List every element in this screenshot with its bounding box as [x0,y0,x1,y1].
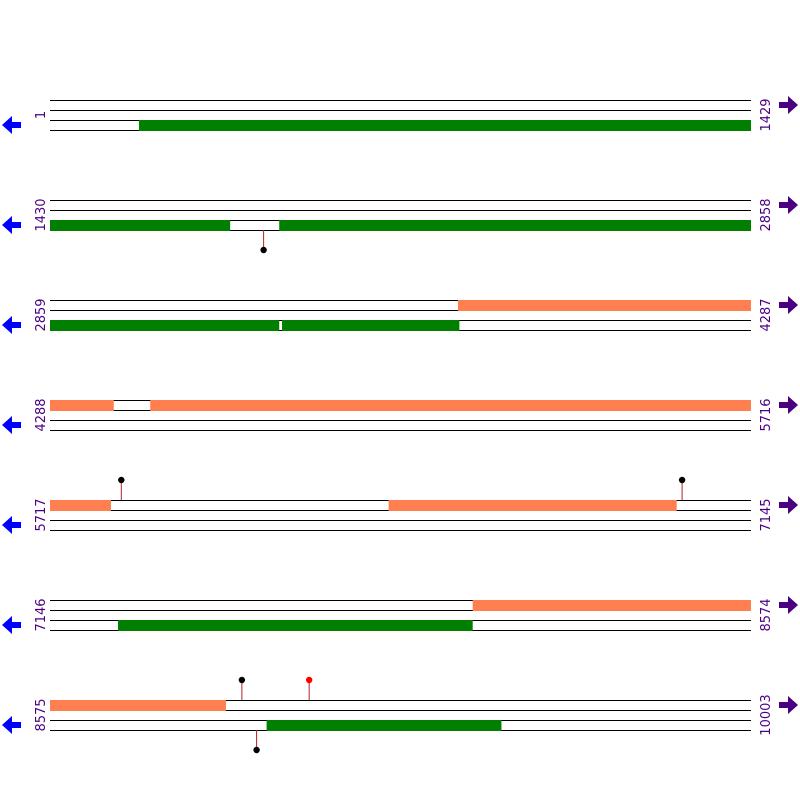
right-arrow-icon[interactable] [779,296,798,314]
black-marker-dot[interactable] [260,246,267,254]
map-row: 5717 7145 [2,476,798,534]
map-row: 2859 4287 [2,296,798,334]
salmon-feature-bar[interactable] [472,600,751,611]
salmon-feature-bar[interactable] [150,400,752,411]
black-marker-dot[interactable] [238,676,246,684]
row-end-coordinate: 2858 [759,198,774,231]
row-end-coordinate: 5716 [759,398,774,431]
right-arrow-icon[interactable] [779,696,798,714]
row-end-coordinate: 4287 [759,298,774,331]
left-arrow-icon[interactable] [2,216,21,234]
salmon-feature-bar[interactable] [50,500,111,511]
green-feature-bar[interactable] [50,220,231,231]
row-start-coordinate: 7146 [34,598,49,631]
green-feature-bar[interactable] [266,720,502,731]
black-marker-dot[interactable] [678,476,686,484]
row-start-coordinate: 1 [34,111,49,119]
row-start-coordinate: 5717 [34,498,49,531]
red-marker-dot[interactable] [305,676,313,684]
salmon-feature-bar[interactable] [388,500,677,511]
row-end-coordinate: 10003 [759,694,774,735]
row-start-coordinate: 1430 [34,198,49,231]
salmon-feature-bar[interactable] [457,300,751,311]
black-marker-dot[interactable] [253,746,260,754]
right-arrow-icon[interactable] [779,596,798,614]
green-feature-bar[interactable] [139,120,752,131]
left-arrow-icon[interactable] [2,116,21,134]
green-feature-bar[interactable] [117,620,473,631]
left-arrow-icon[interactable] [2,516,21,534]
left-arrow-icon[interactable] [2,716,21,734]
left-arrow-icon[interactable] [2,616,21,634]
row-end-coordinate: 7145 [759,498,774,531]
map-row: 4288 5716 [2,396,798,434]
map-row: 7146 8574 [2,596,798,634]
right-arrow-icon[interactable] [779,96,798,114]
green-feature-bar[interactable] [282,320,460,331]
row-end-coordinate: 8574 [759,598,774,631]
map-row: 1430 2858 [2,196,798,254]
left-arrow-icon[interactable] [2,416,21,434]
right-arrow-icon[interactable] [779,196,798,214]
left-arrow-icon[interactable] [2,316,21,334]
row-start-coordinate: 8575 [34,698,49,731]
green-feature-bar[interactable] [279,220,751,231]
green-feature-bar[interactable] [50,320,280,331]
row-end-coordinate: 1429 [759,98,774,131]
row-start-coordinate: 2859 [34,298,49,331]
row-start-coordinate: 4288 [34,398,49,431]
right-arrow-icon[interactable] [779,396,798,414]
salmon-feature-bar[interactable] [50,700,226,711]
map-row: 1 1429 [2,96,798,134]
black-marker-dot[interactable] [118,476,125,484]
salmon-feature-bar[interactable] [50,400,114,411]
map-row: 8575 10003 [2,676,798,754]
right-arrow-icon[interactable] [779,496,798,514]
